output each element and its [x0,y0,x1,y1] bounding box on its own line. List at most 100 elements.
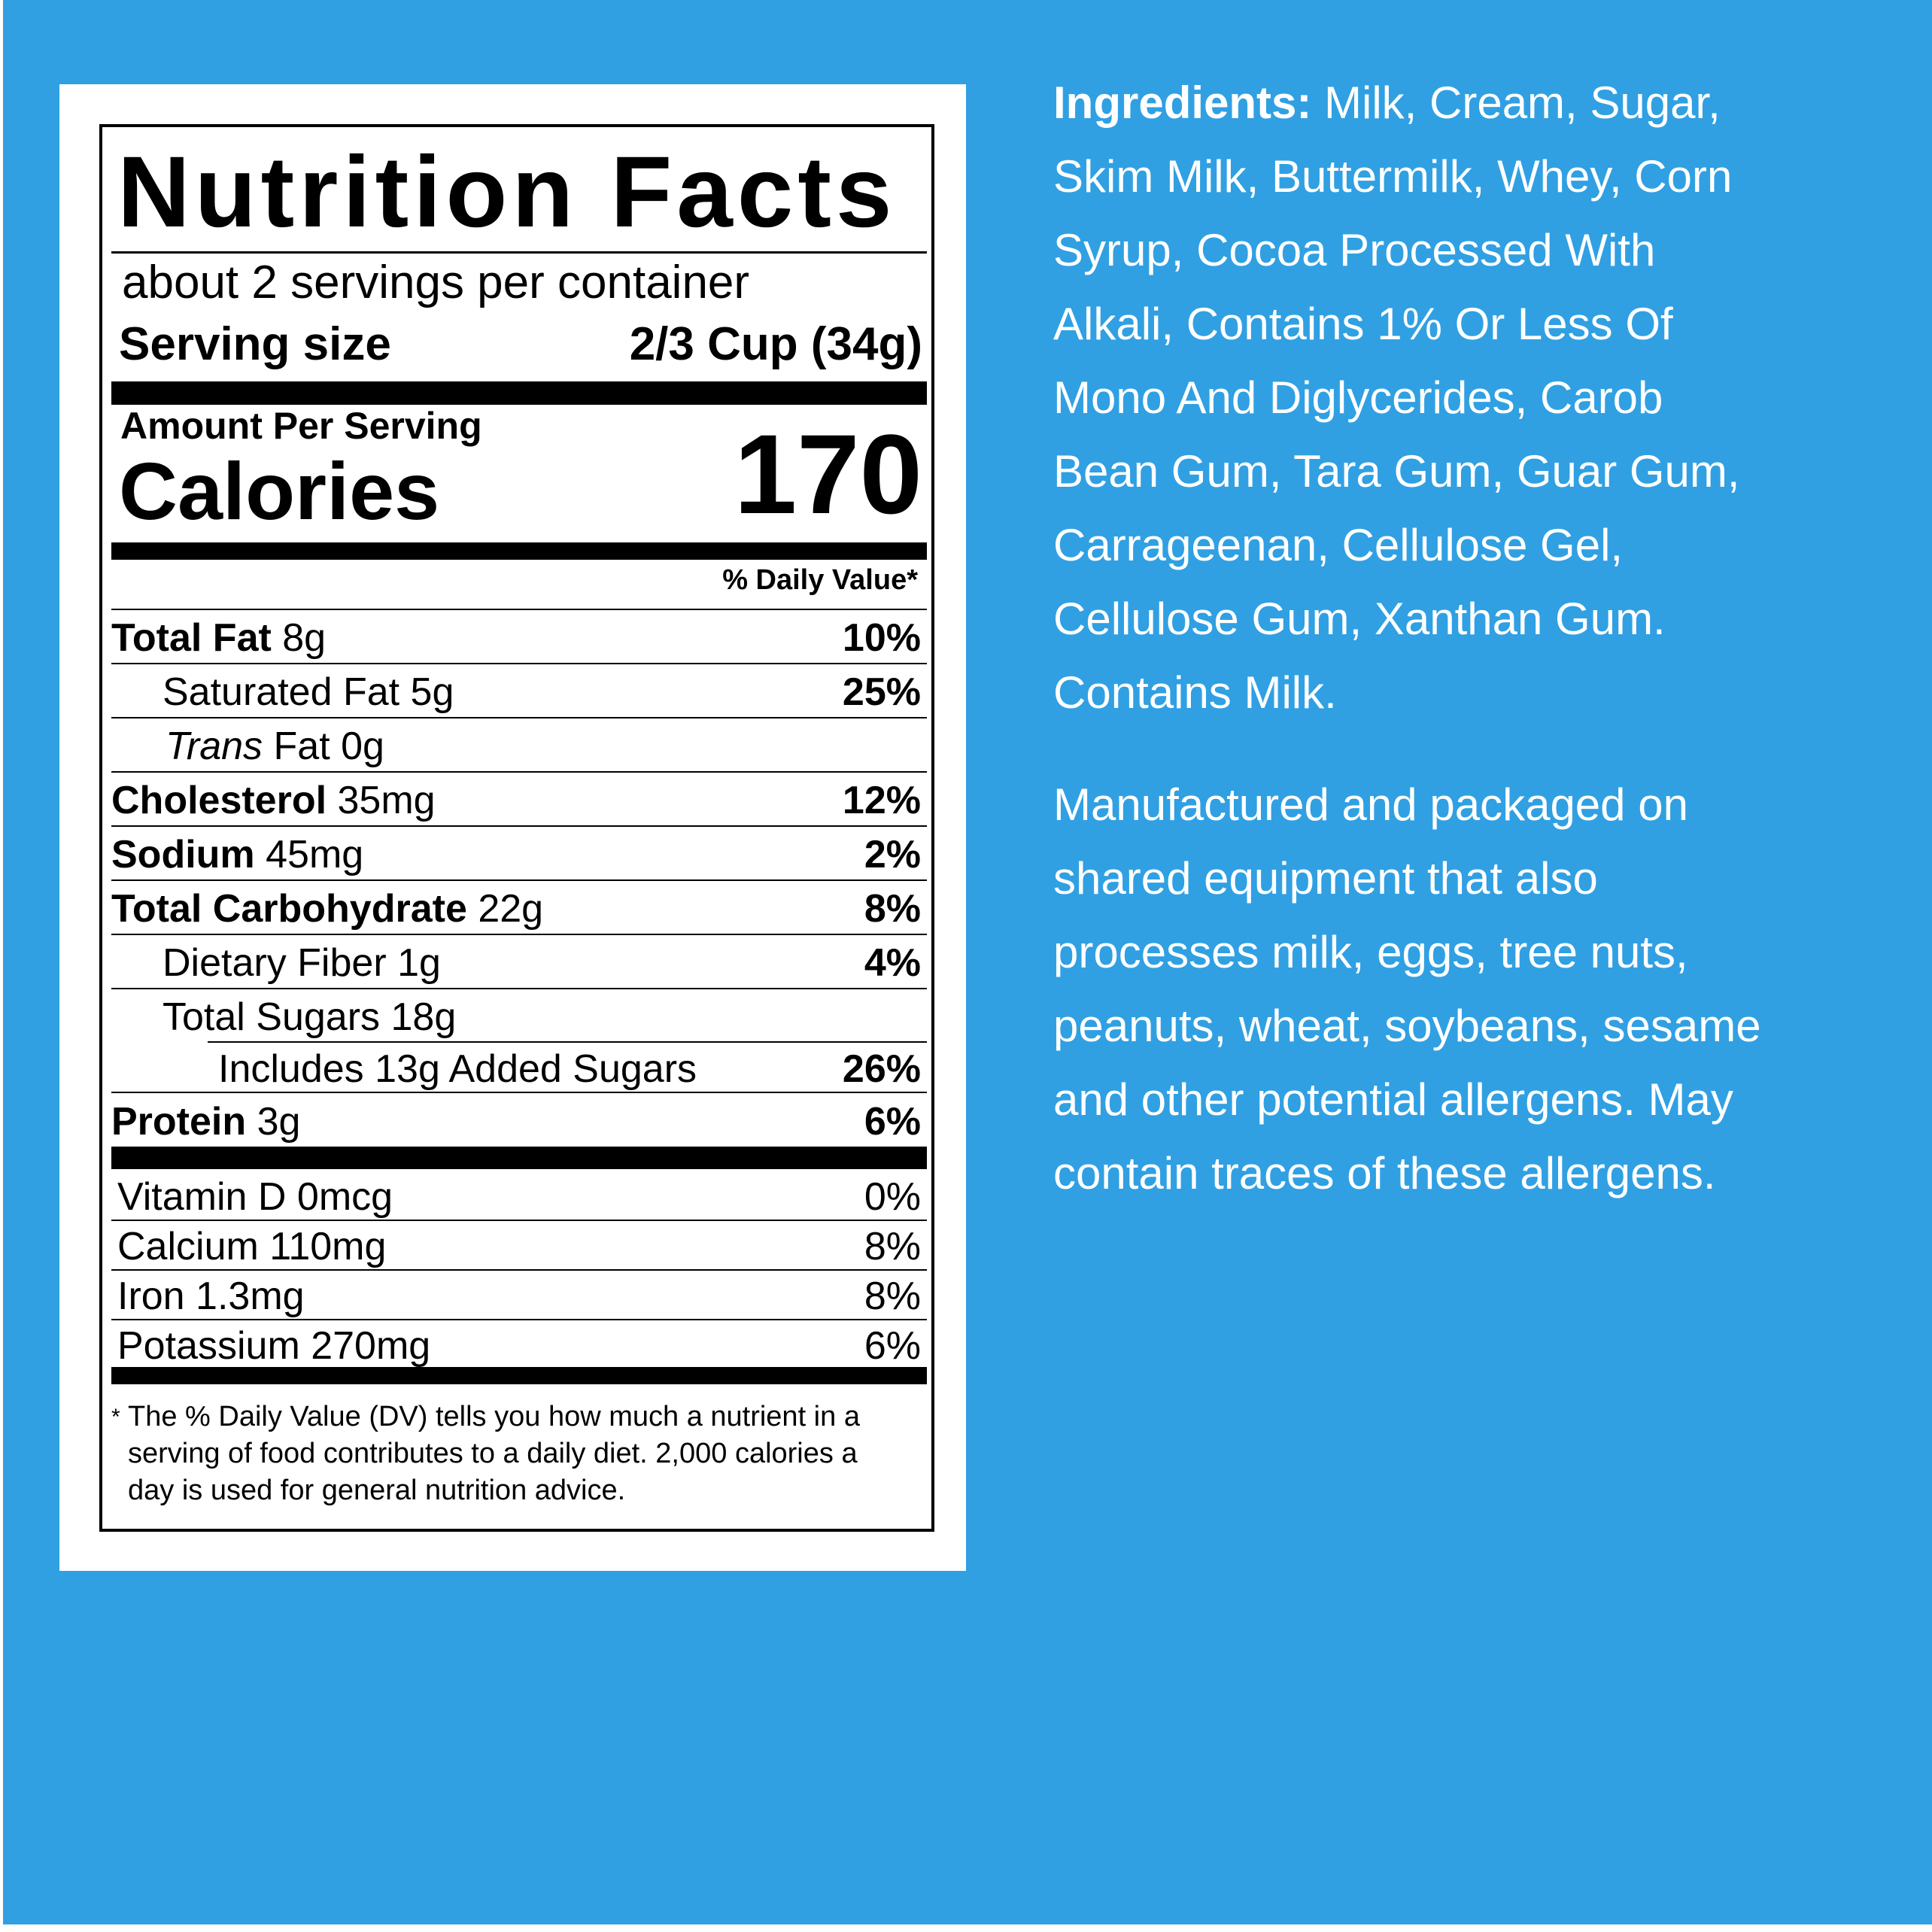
allergen-line: processes milk, eggs, tree nuts, [1053,927,1688,977]
bottom-edge [0,1924,1932,1932]
divider [111,825,927,827]
nutrient-dv: 10% [842,616,921,660]
nutrient-name: Total Sugars [163,995,381,1039]
nutrient-amount: 45mg [266,833,364,876]
nutrient-row-total-carbohydrate: Total Carbohydrate 22g 8% [111,880,927,934]
nutrient-name: Total Carbohydrate [111,887,467,931]
nutrient-name: Fat [273,724,330,768]
allergen-line: peanuts, wheat, soybeans, sesame [1053,1001,1761,1051]
vitamin-name: Potassium 270mg [117,1324,431,1368]
vitamin-row: Calcium 110mg 8% [111,1220,927,1269]
vitamin-dv: 0% [864,1175,921,1219]
servings-per-container: about 2 servings per container [122,257,750,308]
calories-label: Calories [119,445,440,536]
ingredients-line: Mono And Diglycerides, Carob [1053,372,1663,423]
nutrient-row-total-fat: Total Fat 8g 10% [111,609,927,664]
thick-divider [111,1367,927,1384]
nutrient-amount: 22g [478,887,544,931]
divider [111,1269,927,1271]
allergen-line: Manufactured and packaged on [1053,779,1688,830]
divider [111,717,927,718]
vitamin-dv: 6% [864,1324,921,1368]
vitamin-row: Potassium 270mg 6% [111,1320,927,1370]
nutrient-dv: 2% [864,833,921,876]
ingredients-line-text: Milk, Cream, Sugar, [1311,77,1721,128]
thick-divider [111,381,927,405]
daily-value-header: % Daily Value* [722,564,918,596]
nutrient-name: Protein [111,1100,247,1144]
vitamin-row: Vitamin D 0mcg 0% [111,1170,927,1220]
divider [111,1319,927,1320]
vitamin-name: Iron 1.3mg [117,1274,305,1318]
vitamin-name: Calcium 110mg [117,1225,387,1268]
divider [208,1041,927,1043]
allergen-line: shared equipment that also [1053,853,1598,904]
nutrient-name: Total Fat [111,616,272,660]
nutrient-dv: 6% [864,1100,921,1144]
ingredients-line: Bean Gum, Tara Gum, Guar Gum, [1053,446,1740,497]
nutrient-row-cholesterol: Cholesterol 35mg 12% [111,772,927,826]
nutrient-dv: 8% [864,887,921,931]
footnote: * The % Daily Value (DV) tells you how m… [111,1399,909,1509]
nutrition-facts-title: Nutrition Facts [117,136,897,248]
allergen-line: contain traces of these allergens. [1053,1148,1716,1198]
ingredients-line: Carrageenan, Cellulose Gel, [1053,520,1624,570]
nutrient-name: Saturated Fat [163,670,400,714]
ingredients-line: Skim Milk, Buttermilk, Whey, Corn [1053,151,1733,202]
nutrient-amount: 3g [257,1100,301,1144]
ingredients-line: Syrup, Cocoa Processed With [1053,225,1656,275]
left-edge [0,0,3,1932]
divider [111,663,927,664]
amount-per-serving: Amount Per Serving [120,405,482,447]
serving-size-label: Serving size [119,318,391,370]
divider [111,251,927,254]
vitamin-dv: 8% [864,1225,921,1268]
divider [111,934,927,935]
nutrient-name: Sodium [111,833,255,876]
nutrient-name: Includes 13g Added Sugars [218,1047,697,1091]
nutrient-amount: 8g [282,616,327,660]
serving-size-value: 2/3 Cup (34g) [629,318,922,370]
nutrient-amount: 5g [410,670,454,714]
ingredients-text: Ingredients: Milk, Cream, Sugar, Skim Mi… [1053,66,1740,730]
nutrient-row-added-sugars: Includes 13g Added Sugars 26% [111,1040,927,1095]
nutrient-amount: 0g [341,724,384,768]
divider [111,771,927,773]
divider [111,1220,927,1221]
thick-divider [111,1147,927,1169]
nutrient-dv: 12% [842,779,921,822]
footnote-asterisk: * [111,1405,120,1429]
vitamin-row: Iron 1.3mg 8% [111,1269,927,1319]
ingredients-line: Ingredients: Milk, Cream, Sugar, [1053,66,1740,140]
nutrient-prefix: Trans [166,724,263,768]
footnote-line: day is used for general nutrition advice… [128,1475,626,1506]
nutrition-label-card [59,84,966,1571]
nutrient-row-total-sugars: Total Sugars 18g [111,989,927,1043]
nutrient-row-trans-fat: Trans Fat 0g [111,718,927,772]
thick-divider [111,542,927,560]
nutrient-amount: 35mg [337,779,436,822]
ingredients-line: Contains Milk. [1053,667,1337,718]
ingredients-line: Cellulose Gum, Xanthan Gum. [1053,594,1666,644]
divider [111,879,927,881]
nutrient-dv: 25% [842,670,921,714]
divider [111,988,927,989]
divider [111,609,927,610]
vitamin-name: Vitamin D 0mcg [117,1175,393,1219]
divider [111,1092,927,1093]
ingredients-line: Alkali, Contains 1% Or Less Of [1053,299,1673,349]
calories-value: 170 [734,411,922,537]
nutrient-name: Cholesterol [111,779,327,822]
nutrient-name: Dietary Fiber [163,941,387,985]
nutrition-facts-panel: Nutrition Facts about 2 servings per con… [99,124,934,1532]
nutrient-dv: 26% [842,1047,921,1091]
nutrient-amount: 18g [390,995,457,1039]
nutrient-dv: 4% [864,941,921,985]
ingredients-label: Ingredients: [1053,77,1312,128]
allergen-line: and other potential allergens. May [1053,1074,1733,1125]
nutrient-amount: 1g [397,941,441,985]
footnote-line: serving of food contributes to a daily d… [128,1438,858,1469]
nutrient-row-dietary-fiber: Dietary Fiber 1g 4% [111,934,927,989]
allergen-notice: Manufactured and packaged on shared equi… [1053,768,1761,1211]
nutrient-row-protein: Protein 3g 6% [111,1093,927,1147]
